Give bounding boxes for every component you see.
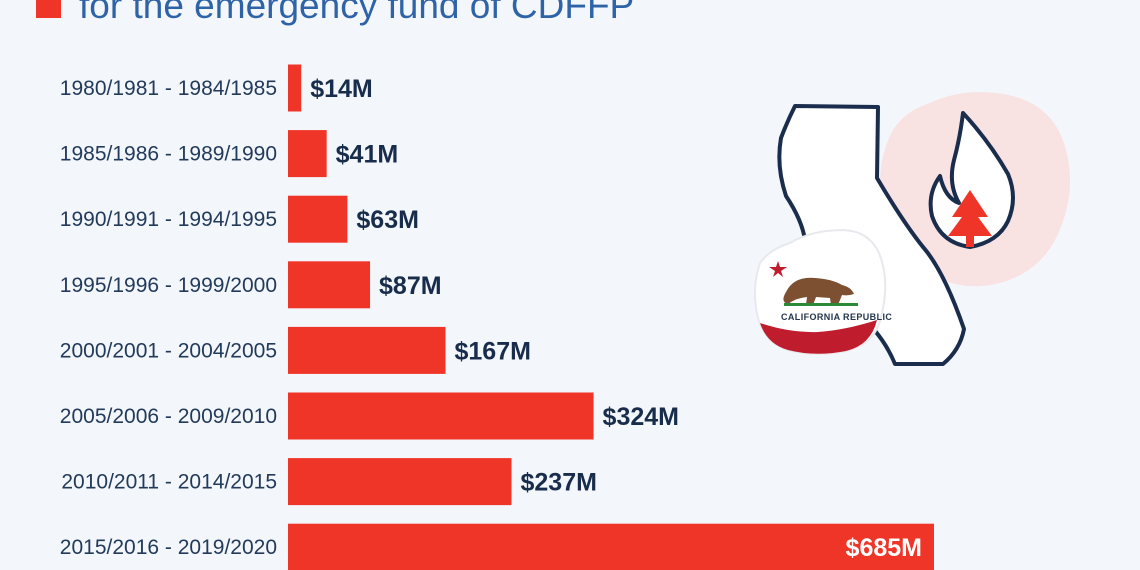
value-label: $324M bbox=[603, 403, 679, 431]
data-bar bbox=[288, 326, 446, 374]
category-label: 1985/1986 - 1989/1990 bbox=[60, 143, 277, 166]
legend-swatch bbox=[36, 0, 61, 18]
category-label: 1990/1991 - 1994/1995 bbox=[60, 208, 277, 231]
data-bar bbox=[288, 261, 371, 309]
chart-subtitle: for the emergency fund of CDFFP bbox=[79, 0, 635, 26]
category-label: 2015/2016 - 2019/2020 bbox=[60, 536, 277, 559]
data-bar bbox=[288, 130, 327, 178]
bars-layer: 1980/1981 - 1984/1985 $14M 1985/1986 - 198… bbox=[60, 64, 934, 570]
value-label: $685M bbox=[846, 534, 922, 562]
data-bar bbox=[288, 523, 934, 570]
value-label: $87M bbox=[379, 272, 442, 300]
value-label: $237M bbox=[521, 469, 597, 497]
category-label: 2005/2006 - 2009/2010 bbox=[60, 405, 277, 428]
category-label: 2000/2001 - 2004/2005 bbox=[60, 339, 277, 362]
value-label: $167M bbox=[454, 337, 530, 365]
data-bar bbox=[288, 195, 348, 243]
category-label: 2010/2011 - 2014/2015 bbox=[61, 471, 277, 494]
category-label: 1980/1981 - 1984/1985 bbox=[60, 77, 277, 100]
category-label: 1995/1996 - 1999/2000 bbox=[60, 274, 277, 297]
value-label: $41M bbox=[336, 141, 399, 169]
value-label: $63M bbox=[356, 206, 419, 234]
value-label: $14M bbox=[310, 75, 373, 103]
data-bar bbox=[288, 64, 302, 112]
data-bar bbox=[288, 458, 512, 506]
data-bar bbox=[288, 392, 594, 440]
chart-header: for the emergency fund of CDFFP bbox=[36, 0, 634, 26]
